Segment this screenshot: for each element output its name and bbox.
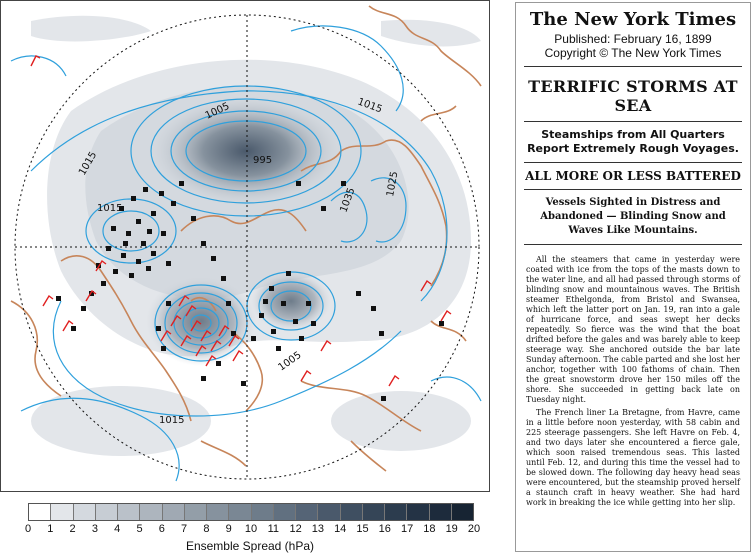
legend-swatch	[251, 504, 274, 520]
copyright-line: Copyright © The New York Times	[544, 46, 722, 60]
isobar-label: 1015	[159, 415, 184, 426]
legend-tick-label: 16	[378, 523, 391, 535]
newspaper-clipping: The New York Times Published: February 1…	[515, 2, 751, 552]
legend-swatch	[273, 504, 296, 520]
legend-tick-label: 13	[311, 523, 325, 535]
legend-tick-label: 8	[203, 523, 210, 535]
article-paragraph: All the steamers that came in yesterday …	[526, 255, 740, 404]
legend-tick-label: 6	[158, 523, 165, 535]
legend-tick-label: 20	[467, 523, 481, 535]
divider	[524, 189, 742, 190]
legend-colorbar	[28, 503, 474, 521]
newspaper-masthead: The New York Times	[529, 9, 737, 30]
legend-swatch	[184, 504, 207, 520]
legend-tick-label: 9	[225, 523, 232, 535]
legend-swatch	[140, 504, 163, 520]
legend-tick-label: 2	[69, 523, 76, 535]
legend-swatch	[51, 504, 74, 520]
legend-swatch	[95, 504, 118, 520]
legend-swatch	[385, 504, 408, 520]
legend-swatch	[229, 504, 252, 520]
legend-swatch	[429, 504, 452, 520]
legend-ticks: 0 1 2 3 4 5 6 7 8 9 10 11 12 13 14 15 16 17 18 19 20	[20, 523, 480, 537]
isobar-label: 995	[253, 155, 272, 166]
legend-swatch	[73, 504, 96, 520]
legend-tick-label: 12	[289, 523, 302, 535]
legend-tick-label: 0	[24, 523, 32, 535]
legend-tick-label: 17	[400, 523, 414, 535]
legend-swatch	[162, 504, 185, 520]
legend-tick-label: 15	[356, 523, 369, 535]
divider	[524, 244, 742, 245]
spread-legend: 0 1 2 3 4 5 6 7 8 9 10 11 12 13 14 15 16 17 18 19 20 Ensembl…	[20, 503, 480, 555]
legend-swatch	[296, 504, 319, 520]
legend-title: Ensemble Spread (hPa)	[185, 539, 315, 553]
legend-swatch	[29, 504, 52, 520]
legend-swatch	[451, 504, 473, 520]
legend-tick-label: 1	[47, 523, 54, 535]
legend-swatch	[340, 504, 363, 520]
legend-tick-label: 10	[244, 523, 258, 535]
divider	[524, 121, 742, 122]
legend-swatch	[118, 504, 141, 520]
divider	[524, 162, 742, 163]
ensemble-spread-map: 1015 1005 995 1035 1025 1015 1005 1015 1…	[10, 5, 482, 482]
map-panel: 1015 1005 995 1035 1025 1015 1005 1015 1…	[0, 0, 490, 492]
legend-swatch	[407, 504, 430, 520]
legend-tick-label: 14	[334, 523, 347, 535]
isobar-label: 1025	[385, 171, 400, 198]
isobar-contours	[10, 25, 482, 482]
legend-tick-label: 11	[267, 523, 280, 535]
divider	[524, 66, 742, 67]
article-body: All the steamers that came in yesterday …	[526, 255, 740, 508]
legend-swatch	[207, 504, 230, 520]
spread-shading	[31, 15, 481, 456]
legend-swatch	[362, 504, 385, 520]
legend-swatch	[318, 504, 341, 520]
legend-tick-label: 19	[445, 523, 458, 535]
article-subdeck: Vessels Sighted in Distress and Abandone…	[540, 197, 726, 236]
article-deck: Steamships from All Quarters Report Extr…	[527, 128, 739, 155]
legend-tick-label: 18	[423, 523, 436, 535]
article-paragraph: The French liner La Bretagne, from Havre…	[526, 408, 740, 507]
legend-tick-label: 5	[136, 523, 143, 535]
article-headline: TERRIFIC STORMS AT SEA	[528, 77, 738, 115]
wind-barbs	[30, 55, 452, 387]
published-date: Published: February 16, 1899	[554, 32, 712, 46]
isobar-label: 1015	[97, 203, 122, 214]
legend-tick-label: 4	[114, 523, 121, 535]
isobar-label: 1005	[276, 350, 303, 374]
legend-tick-label: 7	[181, 523, 188, 535]
legend-tick-label: 3	[91, 523, 98, 535]
article-subhead: ALL MORE OR LESS BATTERED	[525, 169, 741, 183]
polar-grid	[14, 14, 480, 480]
